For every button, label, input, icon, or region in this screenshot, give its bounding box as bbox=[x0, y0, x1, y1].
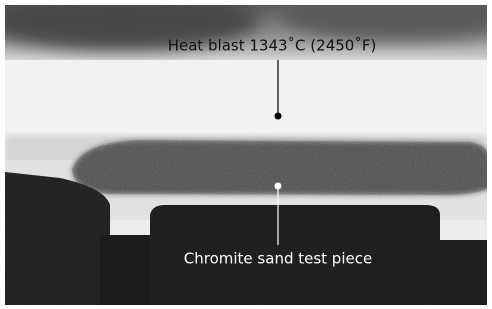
photo-figure: Heat blast 1343˚C (2450˚F) Chromite sand… bbox=[0, 0, 492, 309]
pointer-dot bbox=[275, 183, 282, 190]
annotation-label: Heat blast 1343˚C (2450˚F) bbox=[168, 37, 377, 55]
pointer-dot bbox=[275, 113, 282, 120]
annotation-label: Chromite sand test piece bbox=[184, 250, 372, 268]
